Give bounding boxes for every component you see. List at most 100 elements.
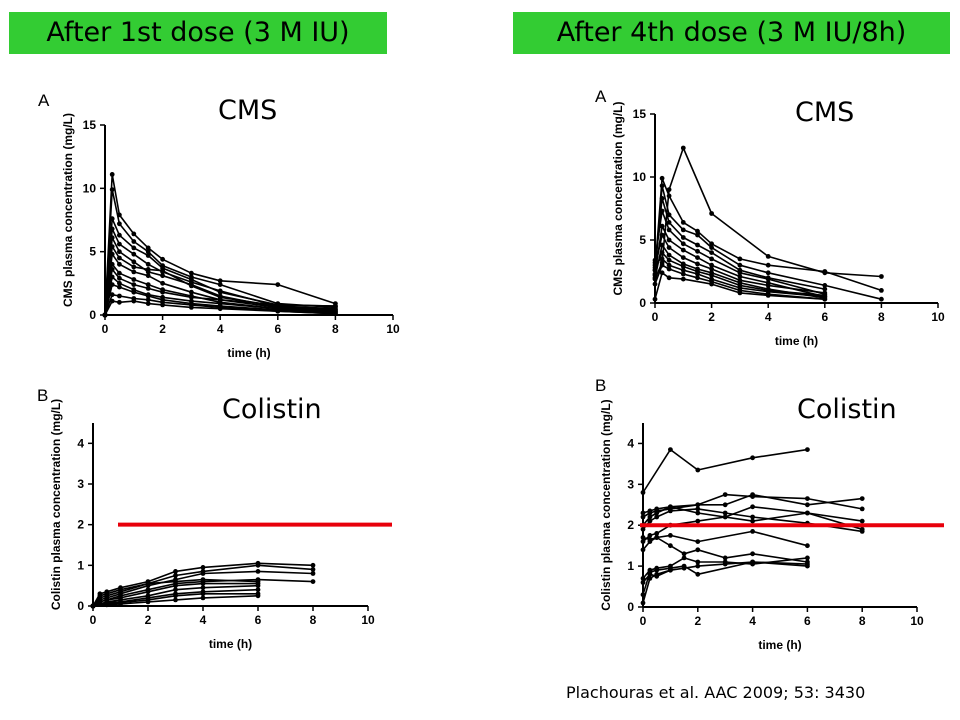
data-point: [255, 593, 261, 599]
data-point: [666, 193, 672, 199]
data-point: [109, 261, 115, 267]
data-point: [805, 447, 810, 452]
y-tick-label: 15: [633, 107, 647, 121]
data-point: [131, 277, 137, 282]
data-point: [709, 241, 714, 247]
data-point: [117, 241, 122, 247]
data-point: [859, 506, 865, 512]
data-point: [659, 223, 665, 229]
x-axis-label: time (h): [775, 334, 818, 348]
data-point: [879, 296, 884, 302]
data-point: [659, 250, 665, 256]
data-point: [859, 496, 865, 501]
data-point: [200, 595, 206, 601]
x-tick-label: 8: [332, 322, 339, 336]
data-point: [680, 267, 686, 273]
data-point: [750, 518, 755, 524]
data-point: [310, 571, 316, 576]
data-point: [666, 252, 672, 258]
data-point: [145, 261, 151, 267]
data-point: [709, 281, 714, 287]
series-line: [654, 185, 882, 300]
data-point: [822, 269, 828, 274]
data-point: [750, 551, 755, 557]
data-point: [189, 305, 194, 310]
data-point: [737, 256, 743, 262]
data-point: [680, 241, 686, 247]
x-tick-label: 6: [255, 613, 262, 627]
x-tick-label: 8: [310, 613, 317, 627]
data-point: [104, 602, 110, 608]
x-tick-label: 10: [931, 310, 945, 324]
data-point: [189, 270, 194, 276]
y-tick-label: 0: [89, 308, 96, 322]
data-point: [668, 543, 673, 549]
data-point: [255, 562, 261, 568]
data-point: [647, 508, 653, 514]
data-point: [695, 275, 700, 281]
chart-title: CMS: [795, 97, 854, 128]
data-point: [90, 603, 96, 609]
data-point: [117, 275, 122, 281]
data-point: [145, 297, 151, 303]
series-line: [104, 300, 336, 316]
x-tick-label: 8: [878, 310, 885, 324]
data-point: [109, 292, 115, 298]
data-point: [722, 561, 728, 567]
data-point: [640, 600, 646, 606]
data-point: [173, 573, 178, 578]
data-point: [654, 571, 660, 577]
data-point: [333, 311, 338, 317]
chart-title: Colistin: [797, 394, 897, 425]
y-tick-label: 1: [77, 558, 84, 572]
data-point: [173, 569, 178, 574]
data-point: [680, 145, 686, 151]
x-tick-label: 10: [910, 614, 924, 628]
data-point: [805, 510, 810, 516]
data-point: [659, 270, 665, 276]
x-tick-label: 0: [652, 310, 659, 324]
data-point: [255, 569, 261, 574]
y-tick-label: 1: [627, 559, 634, 573]
data-point: [173, 579, 178, 584]
y-tick-label: 5: [639, 233, 646, 247]
data-point: [109, 235, 115, 241]
data-point: [750, 492, 755, 497]
x-tick-label: 6: [821, 310, 828, 324]
data-point: [737, 262, 743, 268]
data-point: [659, 262, 665, 268]
y-tick-label: 0: [627, 600, 634, 614]
data-point: [131, 259, 137, 265]
data-point: [640, 514, 646, 520]
y-tick-label: 2: [627, 518, 634, 532]
data-point: [681, 555, 687, 561]
x-tick-label: 6: [804, 614, 811, 628]
x-tick-label: 0: [102, 322, 109, 336]
data-point: [145, 245, 151, 251]
data-point: [805, 496, 810, 501]
data-point: [117, 284, 122, 290]
data-point: [145, 581, 151, 586]
data-point: [117, 221, 122, 227]
data-point: [131, 298, 137, 304]
data-point: [695, 510, 701, 516]
data-point: [640, 539, 646, 544]
data-point: [200, 571, 206, 576]
data-point: [737, 290, 743, 296]
data-point: [652, 260, 658, 266]
series-line: [104, 283, 336, 316]
data-point: [695, 255, 700, 260]
data-point: [668, 508, 673, 514]
data-point: [117, 261, 122, 267]
data-point: [695, 539, 701, 544]
banner-fourth-dose: After 4th dose (3 M IU/8h): [513, 12, 950, 54]
data-point: [145, 599, 151, 605]
data-point: [879, 274, 884, 279]
data-point: [173, 593, 178, 599]
data-point: [695, 467, 701, 473]
x-tick-label: 2: [708, 310, 715, 324]
data-point: [666, 245, 672, 251]
data-point: [654, 535, 660, 540]
y-axis-label: Colistin plasma concentration (mg/L): [599, 399, 613, 610]
